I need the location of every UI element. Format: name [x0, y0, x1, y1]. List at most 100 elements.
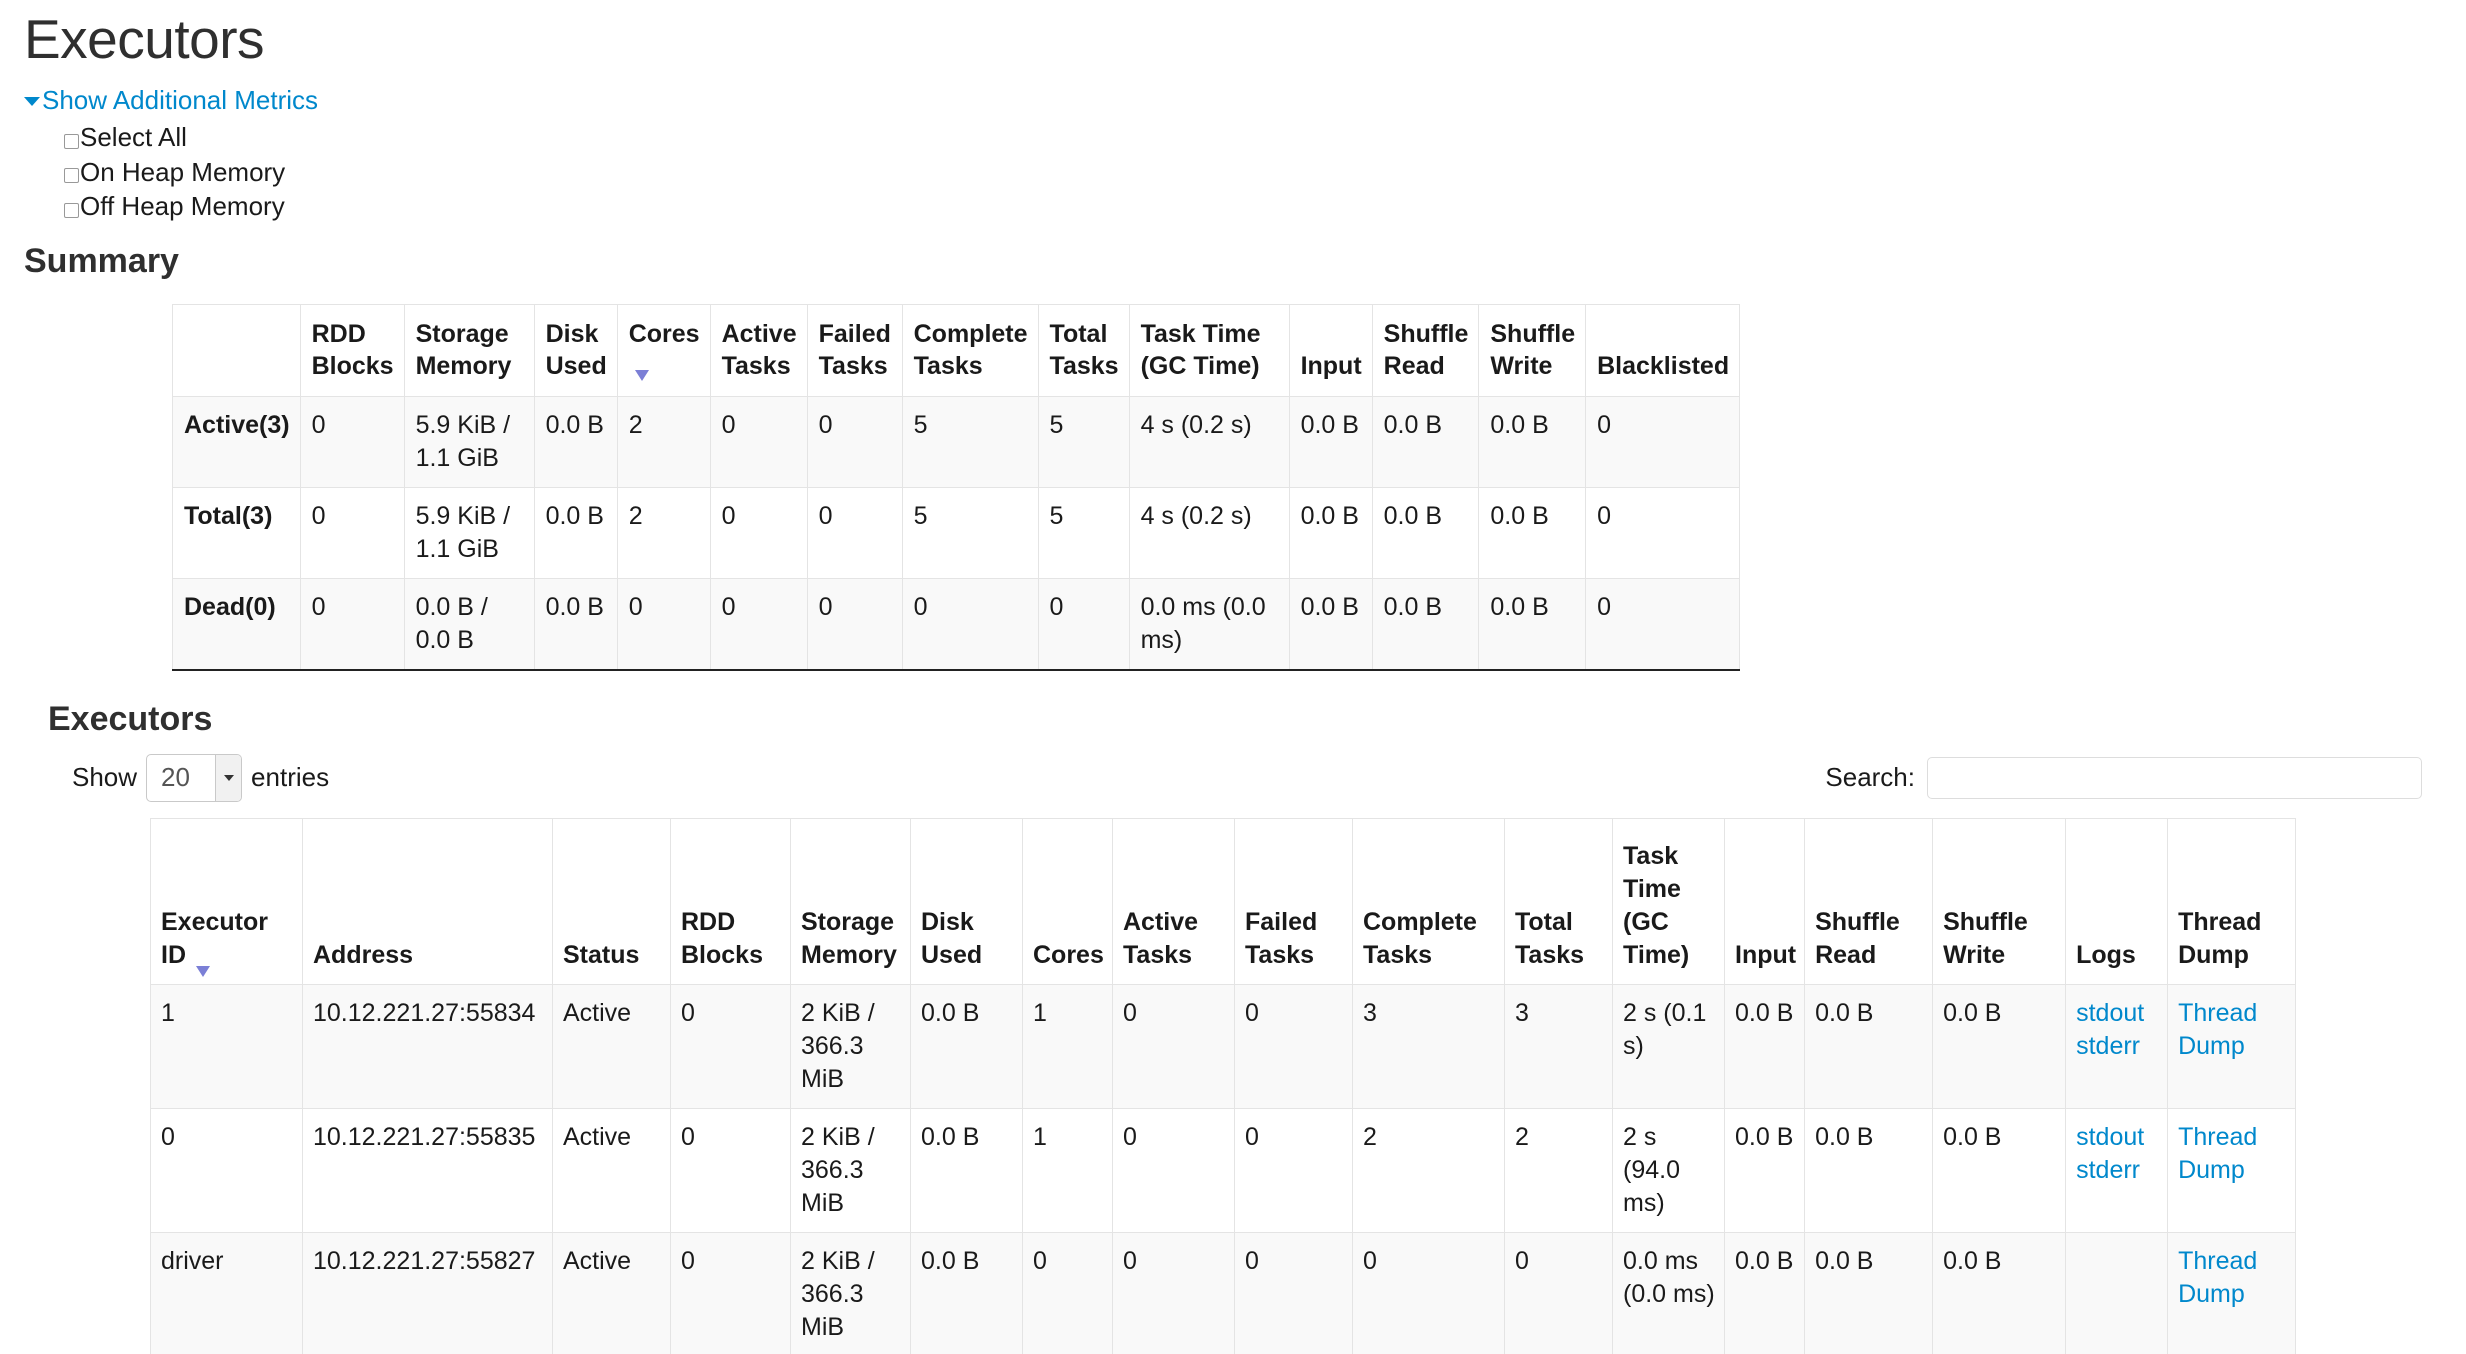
exec-cell-failed-tasks: 0 — [1234, 983, 1353, 1109]
exec-cell-logs: stdout stderr — [2065, 1107, 2169, 1233]
summary-cell-shuffle-read: 0.0 B — [1371, 395, 1480, 488]
exec-cell-disk-used: 0.0 B — [910, 983, 1023, 1109]
executors-table-controls: Show 20 entries Search: — [24, 753, 2442, 802]
summary-header-row: RDD Blocks Storage Memory Disk Used Core… — [172, 303, 1741, 397]
exec-col-logs[interactable]: Logs — [2065, 817, 2169, 985]
summary-cell-complete-tasks: 0 — [901, 577, 1039, 671]
select-all-checkbox[interactable] — [64, 133, 79, 149]
summary-cell-complete-tasks: 5 — [901, 395, 1039, 488]
show-additional-metrics-toggle[interactable]: Show Additional Metrics — [24, 85, 318, 116]
summary-row-label: Active(3) — [172, 395, 301, 488]
off-heap-memory-checkbox[interactable] — [64, 202, 79, 218]
summary-col-blacklisted[interactable]: Blacklisted — [1585, 303, 1741, 397]
executors-table: Executor ID Address Status RDD Blocks St… — [150, 817, 2297, 1354]
exec-col-storage-memory[interactable]: Storage Memory — [790, 817, 911, 985]
stderr-link[interactable]: stderr — [2076, 1031, 2140, 1060]
summary-cell-disk-used: 0.0 B — [533, 395, 618, 488]
summary-cell-task-time: 4 s (0.2 s) — [1128, 486, 1290, 579]
exec-col-input[interactable]: Input — [1723, 817, 1806, 985]
executors-table-head: Executor ID Address Status RDD Blocks St… — [150, 817, 2297, 985]
summary-cell-shuffle-write: 0.0 B — [1478, 577, 1587, 671]
exec-col-shuffle-read[interactable]: Shuffle Read — [1804, 817, 1934, 985]
exec-col-total-tasks[interactable]: Total Tasks — [1504, 817, 1613, 985]
summary-col-storage-memory[interactable]: Storage Memory — [403, 303, 535, 397]
executors-page: Executors Show Additional Metrics Select… — [0, 8, 2466, 1354]
exec-col-status[interactable]: Status — [552, 817, 671, 985]
sort-descending-icon — [196, 965, 210, 977]
exec-cell-failed-tasks: 0 — [1234, 1107, 1353, 1233]
summary-cell-rdd-blocks: 0 — [299, 486, 405, 579]
exec-cell-total-tasks: 3 — [1504, 983, 1613, 1109]
exec-cell-disk-used: 0.0 B — [910, 1231, 1023, 1354]
summary-cell-storage-memory: 5.9 KiB / 1.1 GiB — [403, 486, 535, 579]
page-length-select[interactable]: 20 — [146, 753, 243, 802]
summary-cell-input: 0.0 B — [1288, 395, 1373, 488]
summary-col-input[interactable]: Input — [1288, 303, 1373, 397]
summary-col-failed-tasks[interactable]: Failed Tasks — [806, 303, 903, 397]
summary-col-shuffle-read[interactable]: Shuffle Read — [1371, 303, 1480, 397]
on-heap-memory-checkbox[interactable] — [64, 168, 79, 184]
exec-col-failed-tasks[interactable]: Failed Tasks — [1234, 817, 1353, 985]
summary-col-total-tasks[interactable]: Total Tasks — [1037, 303, 1130, 397]
summary-cell-input: 0.0 B — [1288, 486, 1373, 579]
exec-col-address[interactable]: Address — [302, 817, 553, 985]
summary-col-active-tasks[interactable]: Active Tasks — [709, 303, 808, 397]
summary-cell-failed-tasks: 0 — [806, 395, 903, 488]
table-row: 0 10.12.221.27:55835 Active 0 2 KiB / 36… — [150, 1107, 2297, 1233]
exec-col-executor-id-label: Executor ID — [161, 907, 268, 969]
summary-cell-rdd-blocks: 0 — [299, 395, 405, 488]
stdout-link[interactable]: stdout — [2076, 998, 2145, 1027]
summary-cell-shuffle-read: 0.0 B — [1371, 577, 1480, 671]
exec-cell-shuffle-read: 0.0 B — [1804, 1231, 1934, 1354]
exec-col-shuffle-write[interactable]: Shuffle Write — [1932, 817, 2067, 985]
summary-cell-shuffle-write: 0.0 B — [1478, 395, 1587, 488]
stdout-link[interactable]: stdout — [2076, 1122, 2145, 1151]
exec-cell-input: 0.0 B — [1723, 1107, 1806, 1233]
summary-cell-blacklisted: 0 — [1585, 486, 1741, 579]
summary-col-task-time[interactable]: Task Time (GC Time) — [1128, 303, 1290, 397]
thread-dump-link[interactable]: Thread Dump — [2178, 1122, 2258, 1184]
summary-col-complete-tasks[interactable]: Complete Tasks — [901, 303, 1039, 397]
exec-cell-failed-tasks: 0 — [1234, 1231, 1353, 1354]
exec-cell-status: Active — [552, 1107, 671, 1233]
exec-cell-address: 10.12.221.27:55835 — [302, 1107, 553, 1233]
exec-cell-input: 0.0 B — [1723, 1231, 1806, 1354]
metric-option-select-all[interactable]: Select All — [64, 120, 2442, 154]
search-input[interactable] — [1927, 756, 2422, 799]
exec-col-active-tasks[interactable]: Active Tasks — [1112, 817, 1235, 985]
summary-cell-cores: 2 — [616, 395, 711, 488]
summary-cell-rdd-blocks: 0 — [299, 577, 405, 671]
summary-col-blank[interactable] — [172, 303, 301, 397]
metric-option-on-heap-memory[interactable]: On Heap Memory — [64, 155, 2442, 189]
summary-cell-active-tasks: 0 — [709, 486, 808, 579]
select-dropdown-button[interactable] — [215, 754, 242, 801]
summary-col-disk-used[interactable]: Disk Used — [533, 303, 618, 397]
summary-col-rdd-blocks[interactable]: RDD Blocks — [299, 303, 405, 397]
summary-cell-failed-tasks: 0 — [806, 577, 903, 671]
metric-option-off-heap-memory[interactable]: Off Heap Memory — [64, 189, 2442, 223]
search-control: Search: — [1825, 756, 2422, 799]
exec-col-thread-dump[interactable]: Thread Dump — [2167, 817, 2297, 985]
exec-col-cores[interactable]: Cores — [1022, 817, 1113, 985]
thread-dump-link[interactable]: Thread Dump — [2178, 1246, 2258, 1308]
summary-cell-task-time: 4 s (0.2 s) — [1128, 395, 1290, 488]
exec-cell-thread-dump: Thread Dump — [2167, 1231, 2297, 1354]
show-additional-metrics-label: Show Additional Metrics — [42, 85, 319, 116]
summary-cell-blacklisted: 0 — [1585, 577, 1741, 671]
exec-col-task-time[interactable]: Task Time (GC Time) — [1612, 817, 1725, 985]
summary-col-cores-label: Cores — [628, 319, 700, 348]
exec-col-rdd-blocks[interactable]: RDD Blocks — [670, 817, 791, 985]
summary-cell-active-tasks: 0 — [709, 577, 808, 671]
stderr-link[interactable]: stderr — [2076, 1155, 2140, 1184]
exec-cell-logs — [2065, 1231, 2169, 1354]
exec-cell-status: Active — [552, 983, 671, 1109]
exec-col-executor-id[interactable]: Executor ID — [150, 817, 303, 985]
thread-dump-link[interactable]: Thread Dump — [2178, 998, 2258, 1060]
exec-cell-rdd-blocks: 0 — [670, 983, 791, 1109]
exec-col-complete-tasks[interactable]: Complete Tasks — [1352, 817, 1505, 985]
exec-col-disk-used[interactable]: Disk Used — [910, 817, 1023, 985]
summary-col-shuffle-write[interactable]: Shuffle Write — [1478, 303, 1587, 397]
summary-col-cores[interactable]: Cores — [616, 303, 711, 397]
summary-cell-total-tasks: 5 — [1037, 395, 1130, 488]
summary-cell-shuffle-read: 0.0 B — [1371, 486, 1480, 579]
